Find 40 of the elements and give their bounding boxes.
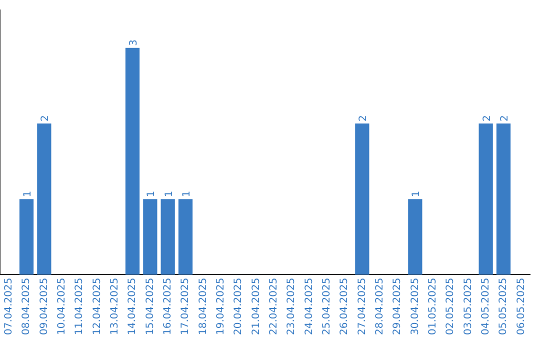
x-tick-label: 09.04.2025 xyxy=(38,278,50,336)
x-tick-label: 27.04.2025 xyxy=(356,278,368,336)
data-label: 1 xyxy=(182,190,192,198)
x-tick-label: 29.04.2025 xyxy=(392,278,404,336)
x-tick-label: 28.04.2025 xyxy=(374,278,386,336)
x-tick-label: 08.04.2025 xyxy=(21,278,32,336)
x-tick-label: 02.05.2025 xyxy=(445,278,456,336)
data-label: 1 xyxy=(146,190,158,198)
x-tick-label: 17.04.2025 xyxy=(180,278,192,336)
x-tick-label: 19.04.2025 xyxy=(215,278,226,336)
x-tick-label: 01.05.2025 xyxy=(427,278,438,336)
data-label: 2 xyxy=(500,115,510,122)
x-tick-label: 24.04.2025 xyxy=(304,278,315,336)
x-tick-label: 10.04.2025 xyxy=(56,278,68,336)
data-label: 2 xyxy=(40,115,52,122)
data-label: 1 xyxy=(411,190,422,198)
x-tick-label: 22.04.2025 xyxy=(268,278,280,336)
x-tick-label: 04.05.2025 xyxy=(480,278,492,336)
x-tick-label: 14.04.2025 xyxy=(127,278,138,336)
x-tick-label: 05.05.2025 xyxy=(498,278,510,336)
data-label: 1 xyxy=(164,190,175,198)
x-tick-label: 18.04.2025 xyxy=(198,278,209,336)
x-tick-label: 20.04.2025 xyxy=(233,278,244,336)
data-label: 2 xyxy=(358,115,370,122)
data-label: 3 xyxy=(128,39,140,46)
x-tick-label: 30.04.2025 xyxy=(410,278,421,336)
data-label: 2 xyxy=(482,115,493,122)
data-label: 1 xyxy=(22,190,34,198)
x-tick-label: 12.04.2025 xyxy=(92,278,103,336)
x-tick-label: 07.04.2025 xyxy=(3,278,14,336)
x-tick-label: 03.05.2025 xyxy=(462,278,474,336)
x-tick-label: 25.04.2025 xyxy=(321,278,332,336)
x-tick-label: 26.04.2025 xyxy=(339,278,350,336)
x-tick-label: 06.05.2025 xyxy=(516,278,527,336)
x-tick-label: 16.04.2025 xyxy=(162,278,174,336)
x-tick-label: 13.04.2025 xyxy=(109,278,120,336)
x-tick-label: 23.04.2025 xyxy=(286,278,298,336)
x-tick-label: 21.04.2025 xyxy=(250,278,262,336)
x-tick-label: 11.04.2025 xyxy=(74,278,86,336)
x-tick-label: 15.04.2025 xyxy=(144,278,156,336)
